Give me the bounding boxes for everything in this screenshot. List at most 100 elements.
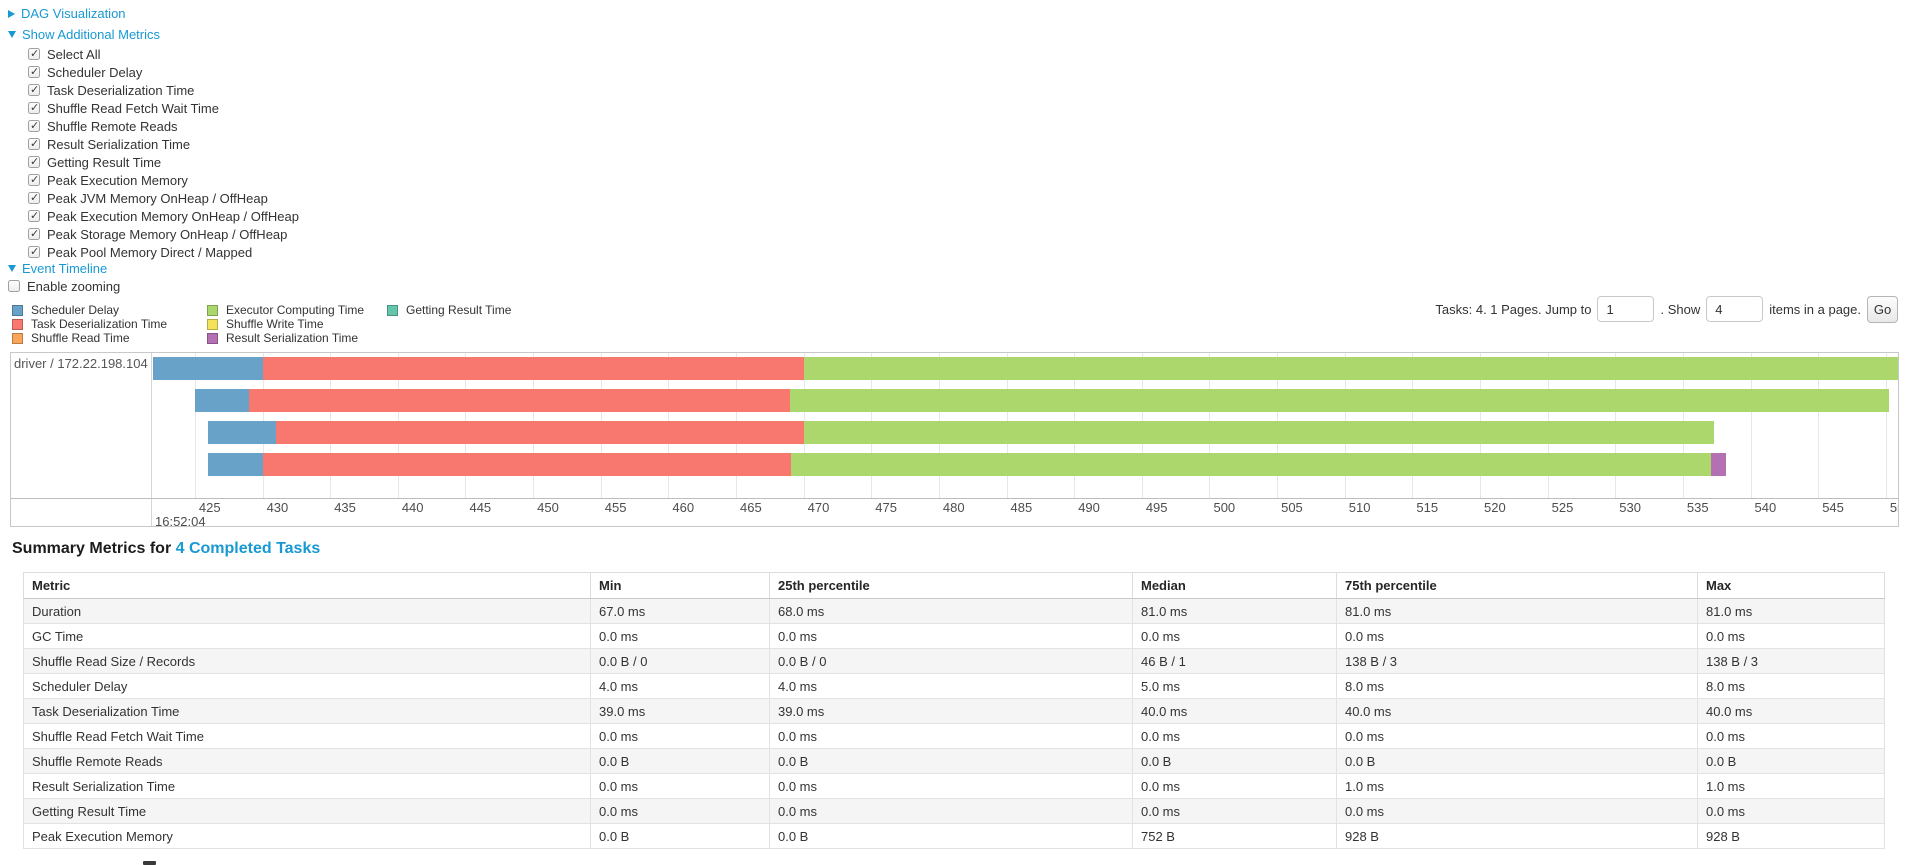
items-per-page-input[interactable] [1706,296,1764,322]
metric-checkbox[interactable] [28,191,40,204]
metric-name-cell: Shuffle Remote Reads [23,748,591,774]
metric-value-cell: 0.0 ms [769,798,1133,824]
metric-checkbox-row: Getting Result Time [28,153,161,171]
metric-value-cell: 81.0 ms [1336,598,1698,624]
metric-value-cell: 0.0 ms [1132,723,1337,749]
metric-checkbox[interactable] [28,245,40,258]
enable-zooming-checkbox[interactable] [8,280,20,292]
legend-label: Shuffle Write Time [226,317,324,331]
metric-checkbox-label: Getting Result Time [47,154,162,170]
metric-value-cell: 0.0 ms [1336,798,1698,824]
metric-checkbox[interactable] [28,137,40,150]
task-bar-scheduler_delay[interactable] [208,453,263,476]
enable-zooming-label: Enable zooming [27,278,121,294]
metric-checkbox-row: Peak Execution Memory OnHeap / OffHeap [28,207,299,225]
metric-checkbox-row: Shuffle Remote Reads [28,117,178,135]
axis-tick-label: 530 [1619,500,1641,515]
task-bar-executor_computing[interactable] [790,389,1889,412]
metric-checkbox[interactable] [28,227,40,240]
table-row: Shuffle Read Fetch Wait Time 0.0 ms 0.0 ms… [23,723,1885,749]
metric-name-cell: Scheduler Delay [23,673,591,699]
task-bar-executor_computing[interactable] [803,357,1898,380]
table-row: GC Time 0.0 ms 0.0 ms 0.0 ms 0.0 ms 0.0 ms [23,623,1885,649]
metric-value-cell: 0.0 ms [1697,798,1885,824]
tasks-pagination-suffix: items in a page. [1769,301,1861,317]
table-row: Shuffle Remote Reads 0.0 B 0.0 B 0.0 B 0.0 B… [23,748,1885,774]
legend-label: Scheduler Delay [31,303,120,317]
legend-item-task_deserialization: Task Deserialization Time [12,317,167,331]
metric-checkbox[interactable] [28,209,40,222]
table-row: Scheduler Delay 4.0 ms 4.0 ms 5.0 ms 8.0 ms 8… [23,673,1885,699]
task-bar-executor_computing[interactable] [791,453,1712,476]
go-button[interactable]: Go [1867,295,1898,323]
axis-tick-label: 440 [401,500,424,515]
metric-value-cell: 5.0 ms [1132,673,1337,699]
metric-checkbox[interactable] [28,101,40,114]
metric-checkbox[interactable] [28,47,40,60]
completed-tasks-link[interactable]: 4 Completed Tasks [175,540,321,557]
metric-checkbox-row: Task Deserialization Time [28,81,194,99]
metric-value-cell: 0.0 ms [1132,773,1337,799]
legend-label: Getting Result Time [406,303,512,317]
metric-name-cell: Peak Execution Memory [23,823,591,849]
metric-name-cell: Shuffle Read Fetch Wait Time [23,723,591,749]
task-bar-scheduler_delay[interactable] [208,421,277,444]
metric-value-cell: 1.0 ms [1336,773,1698,799]
metric-name-cell: Getting Result Time [23,798,591,824]
task-bar-executor_computing[interactable] [803,421,1715,444]
metric-value-cell: 0.0 ms [590,723,770,749]
axis-tick-label: 505 [1281,500,1303,515]
summary-heading-prefix: Summary Metrics for [12,540,176,557]
metric-value-cell: 0.0 ms [1336,623,1698,649]
metric-checkbox[interactable] [28,173,40,186]
axis-tick-label: 495 [1145,500,1168,515]
metric-value-cell: 0.0 B / 0 [590,648,770,674]
axis-tick-label: 460 [672,500,695,515]
metric-name-cell: Result Serialization Time [23,773,591,799]
task-bar-scheduler_delay[interactable] [153,357,263,380]
metric-value-cell: 0.0 B [590,748,770,774]
metric-value-cell: 39.0 ms [769,698,1133,724]
metric-checkbox-row: Peak Storage Memory OnHeap / OffHeap [28,225,287,243]
timeline-axis-line [11,498,1898,499]
metric-value-cell: 752 B [1132,823,1337,849]
jump-to-page-input[interactable] [1597,296,1655,322]
column-header: 75th percentile [1336,572,1698,599]
task-bar-task_deserialization[interactable] [262,453,792,476]
table-row: Result Serialization Time 0.0 ms 0.0 ms 0.0… [23,773,1885,799]
show-additional-metrics-toggle[interactable]: Show Additional Metrics [8,27,160,42]
metric-checkbox[interactable] [28,119,40,132]
table-row: Shuffle Read Size / Records 0.0 B / 0 0.0 … [23,648,1885,674]
legend-label: Shuffle Read Time [31,331,130,345]
axis-tick-label: 430 [266,500,289,515]
task-bar-scheduler_delay[interactable] [194,389,250,412]
tasks-pagination-prefix: Tasks: 4. 1 Pages. Jump to [1435,301,1592,317]
metric-value-cell: 0.0 B [1336,748,1698,774]
metric-value-cell: 0.0 ms [1336,723,1698,749]
metric-checkbox[interactable] [28,65,40,78]
metric-checkbox[interactable] [28,155,40,168]
event-timeline-toggle[interactable]: Event Timeline [8,261,107,276]
axis-tick-label: 470 [807,500,830,515]
metric-value-cell: 0.0 ms [590,623,770,649]
axis-tick-label: 485 [1010,500,1033,515]
metric-value-cell: 0.0 ms [769,773,1133,799]
metric-value-cell: 0.0 ms [1132,623,1337,649]
dag-visualization-toggle[interactable]: DAG Visualization [8,6,126,21]
axis-tick-label: 480 [942,500,965,515]
metric-value-cell: 138 B / 3 [1697,648,1885,674]
metric-checkbox-label: Shuffle Remote Reads [47,118,178,134]
task-bar-task_deserialization[interactable] [249,389,791,412]
task-bar-task_deserialization[interactable] [276,421,804,444]
metric-name-cell: Duration [23,598,591,624]
column-header: Min [590,572,770,599]
event-timeline-label: Event Timeline [22,261,108,276]
metric-checkbox-row: Shuffle Read Fetch Wait Time [28,99,219,117]
tasks-pagination: Tasks: 4. 1 Pages. Jump to . Show items … [1435,295,1898,323]
task-bar-task_deserialization[interactable] [262,357,804,380]
task-bar-result_serialization[interactable] [1711,453,1727,476]
summary-metrics-table: Metric Min 25th percentile Median 75th perce… [23,572,1885,849]
metric-checkbox[interactable] [28,83,40,96]
gridline [1818,353,1820,498]
timeline-plot [153,353,1898,498]
